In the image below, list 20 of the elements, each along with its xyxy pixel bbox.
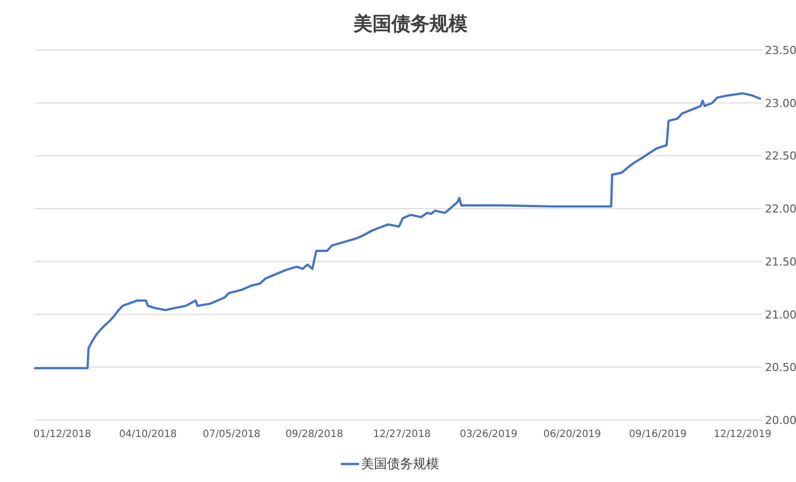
y-tick-label: 21.00 [765, 308, 796, 322]
y-tick-label: 22.50 [765, 150, 796, 163]
x-tick-label: 12/12/2019 [714, 429, 772, 440]
y-tick-label: 23.00 [765, 96, 796, 110]
x-tick-label: 03/26/2019 [460, 429, 518, 440]
y-tick-label: 22.00 [765, 202, 796, 216]
y-tick-label: 23.50 [765, 44, 796, 57]
y-tick-label: 20.50 [765, 361, 796, 374]
x-tick-label: 12/27/2018 [373, 429, 431, 440]
legend-label: 美国债务规模 [361, 456, 439, 472]
x-tick-label: 09/16/2019 [629, 429, 687, 440]
y-tick-label: 21.50 [765, 255, 796, 268]
x-tick-label: 09/28/2018 [285, 429, 344, 440]
x-tick-label: 07/05/2018 [202, 429, 260, 440]
y-tick-label: 20.00 [765, 414, 796, 427]
chart-title: 美国债务规模 [352, 13, 468, 35]
x-tick-label: 04/10/2018 [119, 429, 177, 440]
x-tick-label: 06/20/2019 [543, 429, 602, 440]
x-tick-label: 01/12/2018 [33, 429, 92, 440]
line-series [34, 92, 762, 370]
